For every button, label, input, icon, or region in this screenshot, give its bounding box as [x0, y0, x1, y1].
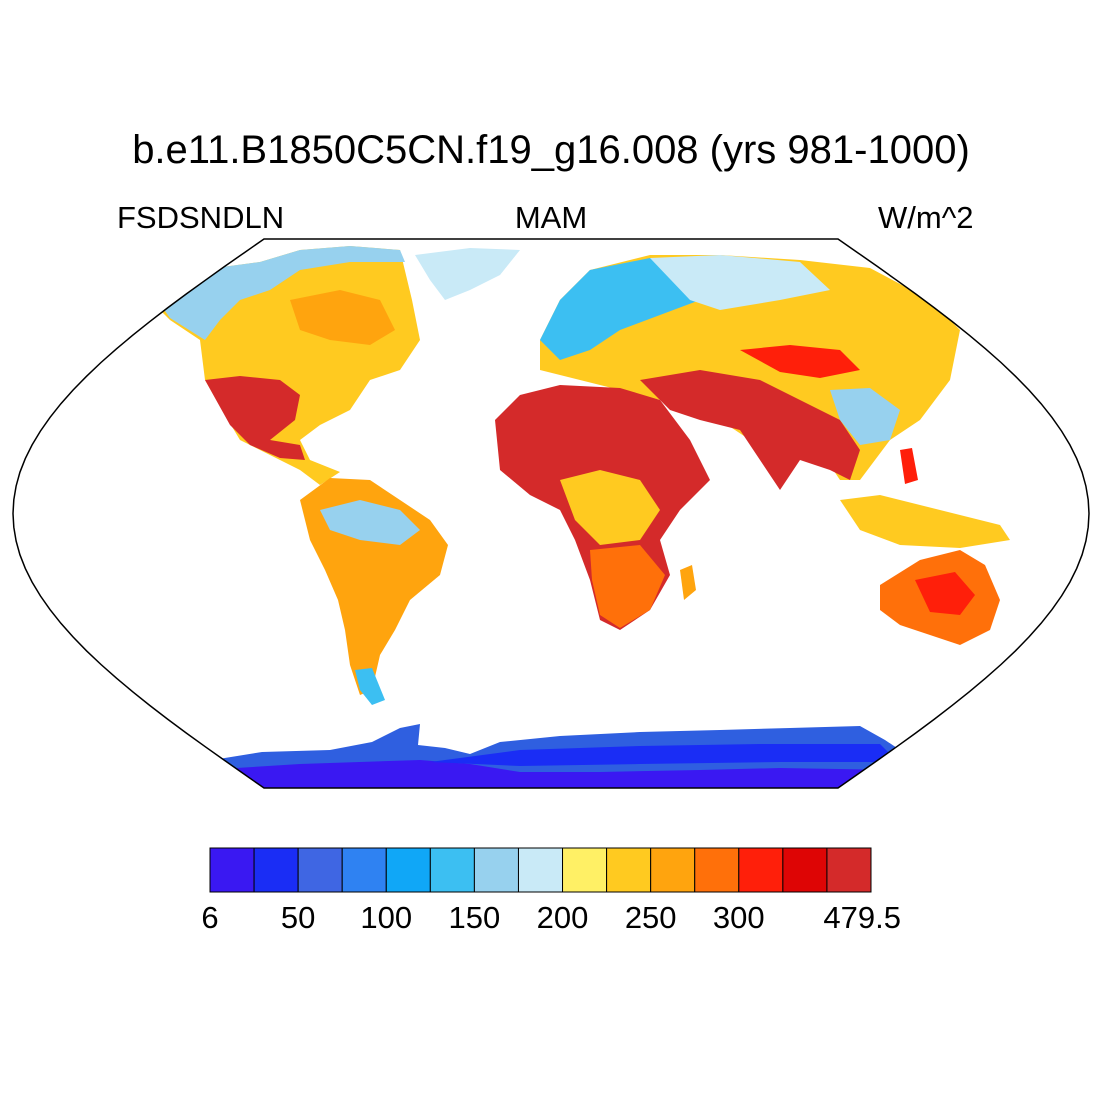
units-label: W/m^2	[878, 200, 974, 235]
colorbar-label-5: 250	[624, 900, 677, 935]
variable-label: FSDSNDLN	[117, 200, 285, 235]
region-antarctica-band	[430, 744, 898, 766]
colorbar-box-11	[694, 847, 740, 893]
colorbar-label-6: 300	[712, 900, 765, 935]
colorbar-box-2	[297, 847, 343, 893]
plot-title: b.e11.B1850C5CN.f19_g16.008 (yrs 981-100…	[132, 128, 970, 172]
colorbar-label-7: 479.5	[823, 900, 901, 935]
region-europe-north	[540, 258, 700, 360]
region-philippines	[900, 448, 918, 484]
region-south-america-tip	[355, 668, 385, 705]
colorbar-box-12	[738, 847, 784, 893]
colorbar-box-14	[826, 847, 872, 893]
region-tibet	[740, 345, 860, 378]
colorbar-label-0: 6	[201, 900, 219, 935]
region-southern-africa	[590, 545, 665, 628]
region-siberia	[650, 255, 830, 310]
colorbar-box-4	[385, 847, 431, 893]
region-greenland	[415, 248, 520, 300]
colorbar-box-5	[429, 847, 475, 893]
colorbar-label-2: 100	[360, 900, 413, 935]
region-amazon	[320, 500, 420, 545]
region-middle-east-india	[640, 370, 860, 490]
colorbar-box-8	[562, 847, 608, 893]
colorbar-box-6	[473, 847, 519, 893]
map-outline	[12, 238, 1090, 789]
season-label: MAM	[514, 200, 588, 235]
colorbar-box-9	[606, 847, 652, 893]
region-australia-center	[915, 572, 975, 615]
region-china-east	[830, 388, 900, 445]
colorbar-label-4: 200	[536, 900, 589, 935]
colorbar-label-1: 50	[280, 900, 316, 935]
colorbar-box-3	[341, 847, 387, 893]
region-central-africa	[560, 470, 660, 545]
colorbar-box-10	[650, 847, 696, 893]
region-antarctica-interior	[200, 760, 900, 788]
colorbar-box-13	[782, 847, 828, 893]
colorbar-box-0	[209, 847, 255, 893]
region-madagascar	[680, 565, 696, 600]
region-north-america-central	[290, 290, 395, 345]
colorbar-box-1	[253, 847, 299, 893]
colorbar-box-7	[517, 847, 564, 893]
colorbar-label-3: 150	[448, 900, 501, 935]
region-maritime-continent	[840, 495, 1010, 548]
region-north-america-south	[205, 376, 305, 460]
